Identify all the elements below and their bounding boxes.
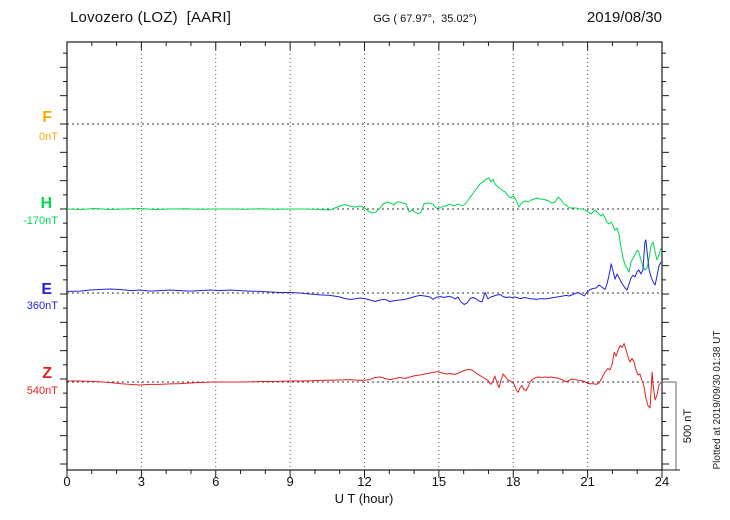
x-tick-label: 3 — [137, 474, 145, 489]
component-label-e: E — [41, 281, 52, 298]
component-base-h: -170nT — [23, 215, 58, 227]
x-tick-label: 18 — [506, 474, 521, 489]
plot-date: 2019/08/30 — [586, 9, 662, 26]
plotted-timestamp-note: Plotted at 2019/09/30 01:38 UT — [712, 330, 723, 470]
trace-e — [66, 239, 662, 305]
component-base-z: 540nT — [26, 385, 58, 397]
component-label-h: H — [40, 195, 52, 212]
x-tick-label: 9 — [286, 474, 294, 489]
scale-bar-label: 500 nT — [682, 408, 694, 444]
geographic-coords: GG ( 67.97°, 35.02°) — [373, 13, 477, 25]
x-tick-label: 6 — [212, 474, 220, 489]
x-tick-label: 21 — [580, 474, 595, 489]
x-tick-label: 12 — [357, 474, 372, 489]
x-tick-label: 0 — [63, 474, 71, 489]
component-label-z: Z — [42, 365, 52, 382]
component-label-f: F — [42, 109, 52, 126]
component-base-f: 0nT — [39, 131, 58, 143]
x-tick-label: 15 — [431, 474, 447, 489]
component-base-e: 360nT — [26, 300, 58, 312]
trace-z — [67, 343, 662, 409]
trace-h — [66, 177, 662, 273]
page-title: Lovozero (LOZ) [AARI] — [70, 9, 232, 26]
x-tick-label: 24 — [654, 474, 670, 489]
x-axis-label: U T (hour) — [334, 491, 394, 506]
